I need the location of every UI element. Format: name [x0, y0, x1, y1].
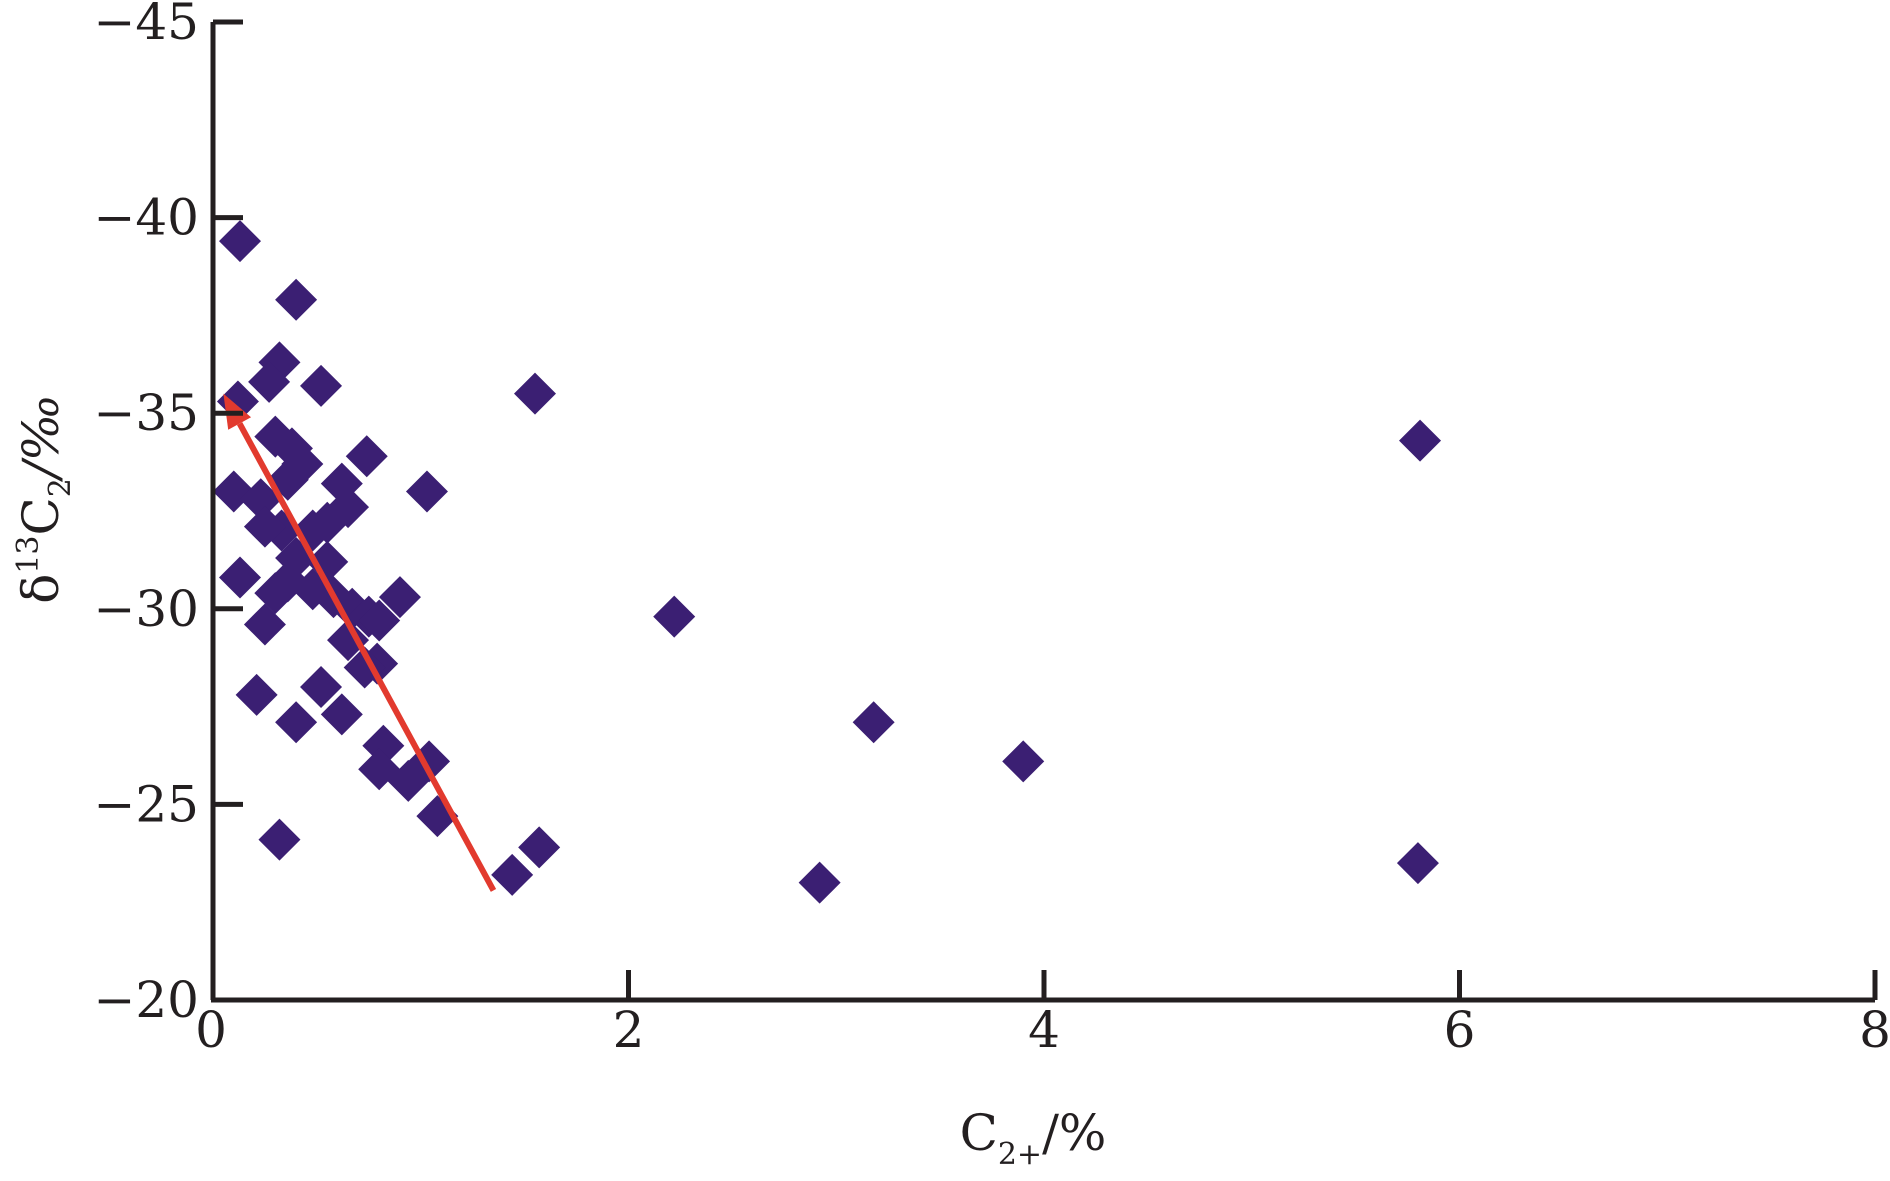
- y-tick-label: −30: [93, 580, 199, 638]
- y-axis-title-main: C: [12, 497, 70, 535]
- y-ticks: −45 −40 −35 −30 −25 −20: [93, 0, 243, 1029]
- data-point: [378, 576, 421, 619]
- data-point: [258, 818, 301, 861]
- data-point: [518, 826, 561, 869]
- x-tick-label: 6: [1444, 1001, 1476, 1059]
- data-point: [243, 505, 286, 548]
- data-point: [219, 220, 262, 263]
- data-point: [275, 278, 318, 321]
- data-point: [235, 673, 278, 716]
- data-point: [219, 556, 262, 599]
- data-point: [514, 372, 557, 415]
- x-tick-label: 0: [195, 1001, 227, 1059]
- y-tick-label: −45: [93, 0, 199, 51]
- y-axis-title-sup: 13: [11, 536, 46, 574]
- data-point: [275, 701, 318, 744]
- y-tick-label: −20: [93, 971, 199, 1029]
- data-point: [300, 364, 343, 407]
- data-point: [358, 599, 401, 642]
- data-point: [300, 666, 343, 709]
- x-ticks: 0 2 4 6 8: [195, 970, 1890, 1059]
- data-point: [239, 478, 282, 521]
- data-point: [345, 435, 388, 478]
- y-axis-title: δ13C2/‰: [11, 394, 78, 604]
- x-axis-title-sub: 2+: [998, 1137, 1042, 1172]
- data-point: [405, 470, 448, 513]
- data-point: [1399, 419, 1442, 462]
- data-point: [653, 595, 696, 638]
- x-axis-title-main: C: [960, 1104, 998, 1162]
- y-tick-label: −25: [93, 775, 199, 833]
- x-axis-title-unit: /%: [1042, 1104, 1106, 1162]
- y-axis-title-unit: /‰: [12, 394, 70, 482]
- x-tick-label: 4: [1028, 1001, 1060, 1059]
- y-axis-title-sub: 2: [43, 478, 78, 497]
- data-points: [212, 220, 1442, 904]
- data-point: [327, 619, 370, 662]
- y-axis-title-delta: δ: [12, 574, 70, 604]
- x-tick-label: 2: [613, 1001, 645, 1059]
- data-point: [243, 603, 286, 646]
- axes: 0 2 4 6 8 −45 −40 −35 −30 −25 −20: [93, 0, 1890, 1059]
- data-point: [1396, 842, 1439, 885]
- data-point: [798, 861, 841, 904]
- data-point: [491, 853, 534, 896]
- data-point: [852, 701, 895, 744]
- data-point: [1002, 740, 1045, 783]
- x-axis-title: C2+/%: [960, 1104, 1107, 1172]
- x-tick-label: 8: [1859, 1001, 1890, 1059]
- y-tick-label: −40: [93, 189, 199, 247]
- y-tick-label: −35: [93, 384, 199, 442]
- arrow-shaft: [236, 422, 497, 892]
- data-point: [248, 360, 291, 403]
- data-point: [320, 693, 363, 736]
